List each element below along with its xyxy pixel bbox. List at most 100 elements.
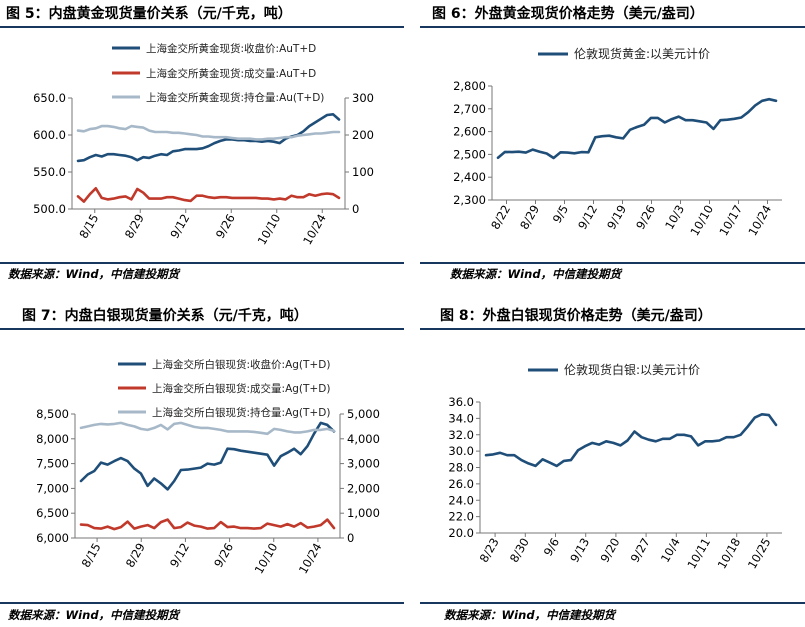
y-right-tick-label: 200 — [352, 128, 374, 142]
x-tick-label: 9/27 — [628, 536, 653, 565]
chart-svg-silver-london: 20.0 22.0 24.0 26.0 28.0 30.0 32.0 34.0 36.0 8/23… — [448, 362, 782, 572]
y-right-tick-label: 3,000 — [347, 457, 380, 471]
series-line — [76, 124, 341, 141]
x-tick-label: 9/13 — [567, 536, 592, 565]
y-right-tick-label: 1,000 — [347, 506, 380, 520]
y-tick-label: 22.0 — [448, 510, 474, 524]
y-tick-label: 6,000 — [36, 531, 69, 545]
x-tick-label: 9/12 — [167, 541, 192, 570]
chart-title: 图 7：内盘白银现货量价关系（元/千克，吨） — [0, 304, 404, 330]
x-tick-label: 9/19 — [604, 203, 629, 232]
x-tick-label: 8/30 — [507, 536, 532, 565]
x-tick-label: 10/11 — [684, 536, 713, 572]
chart-bottom-rule — [420, 602, 805, 604]
y-tick-label: 650.0 — [33, 91, 66, 105]
chart-title: 图 8：外盘白银现货价格走势（美元/盎司） — [420, 304, 805, 330]
x-tick-label: 10/3 — [662, 203, 687, 232]
x-tick-label: 10/10 — [255, 212, 284, 248]
x-tick-label: 9/5 — [550, 203, 571, 226]
chart-svg-gold-domestic: 500.0 550.0 600.0 650.0 0 100 200 300 8/15 8/29 9/… — [33, 42, 374, 248]
x-tick-label: 10/25 — [745, 536, 774, 572]
y-tick-label: 2,400 — [453, 170, 486, 184]
y-tick-label: 28.0 — [448, 461, 474, 475]
y-tick-label: 7,000 — [36, 481, 69, 495]
legend-label: 上海金交所黄金现货:成交量:AuT+D — [146, 67, 316, 80]
x-tick-label: 9/20 — [597, 536, 622, 565]
y-tick-label: 34.0 — [448, 411, 474, 425]
source-note: 数据来源：Wind，中信建投期货 — [8, 608, 180, 622]
series-line — [496, 97, 778, 160]
series-line — [484, 413, 778, 468]
x-tick-label: 8/15 — [79, 541, 104, 570]
x-tick-label: 8/29 — [517, 203, 542, 232]
chart-panel-gold-domestic: 图 5：内盘黄金现货量价关系（元/千克，吨） 500.0 550.0 600.0 65… — [0, 0, 404, 290]
chart-bottom-rule — [420, 262, 805, 264]
y-tick-label: 20.0 — [448, 526, 474, 540]
y-tick-label: 500.0 — [33, 202, 66, 216]
legend-label: 伦敦现货白银:以美元计价 — [564, 362, 700, 377]
x-tick-label: 9/26 — [633, 203, 658, 232]
y-right-tick-label: 100 — [352, 165, 374, 179]
y-tick-label: 8,500 — [36, 407, 69, 421]
legend-label: 上海金交所黄金现货:持仓量:Au(T+D) — [146, 91, 324, 104]
y-tick-label: 550.0 — [33, 165, 66, 179]
legend-label: 上海金交所黄金现货:收盘价:AuT+D — [146, 42, 316, 55]
legend-label: 伦敦现货黄金:以美元计价 — [574, 46, 710, 61]
legend-label: 上海金交所白银现货:收盘价:Ag(T+D) — [152, 358, 330, 371]
chart-panel-silver-domestic: 图 7：内盘白银现货量价关系（元/千克，吨） 6,000 6,500 7,000 7,… — [0, 302, 404, 627]
x-tick-label: 9/12 — [575, 203, 600, 232]
y-tick-label: 2,700 — [453, 102, 486, 116]
source-note: 数据来源：Wind，中信建投期货 — [8, 267, 180, 281]
source-note: 数据来源：Wind，中信建投期货 — [444, 608, 616, 622]
x-tick-label: 9/26 — [211, 541, 236, 570]
y-tick-label: 30.0 — [448, 444, 474, 458]
y-tick-label: 2,500 — [453, 147, 486, 161]
chart-bottom-rule — [0, 262, 404, 264]
x-tick-label: 8/23 — [477, 536, 502, 565]
chart-title: 图 6：外盘黄金现货价格走势（美元/盎司） — [420, 2, 805, 28]
y-tick-label: 2,300 — [453, 193, 486, 207]
y-right-tick-label: 300 — [352, 91, 374, 105]
x-tick-label: 8/29 — [122, 212, 147, 241]
chart-title: 图 5：内盘黄金现货量价关系（元/千克，吨） — [0, 2, 404, 28]
x-tick-label: 10/24 — [296, 541, 325, 577]
chart-svg-gold-london: 2,300 2,400 2,500 2,600 2,700 2,800 8/22 8/29 9/… — [453, 46, 782, 239]
y-right-tick-label: 5,000 — [347, 407, 380, 421]
legend-label: 上海金交所白银现货:成交量:Ag(T+D) — [152, 382, 330, 395]
legend-label: 上海金交所白银现货:持仓量:Ag(T+D) — [152, 406, 330, 419]
x-tick-label: 10/10 — [252, 541, 281, 577]
series-line — [76, 187, 341, 203]
source-note: 数据来源：Wind，中信建投期货 — [450, 267, 622, 281]
chart-panel-gold-london: 图 6：外盘黄金现货价格走势（美元/盎司） 2,300 2,400 2,500 2,6… — [420, 0, 805, 290]
x-tick-label: 9/12 — [167, 212, 192, 241]
y-tick-label: 36.0 — [448, 395, 474, 409]
series-line — [79, 518, 336, 531]
x-tick-label: 10/10 — [687, 203, 716, 239]
y-right-tick-label: 0 — [347, 531, 354, 545]
y-tick-label: 24.0 — [448, 493, 474, 507]
x-tick-label: 8/22 — [488, 203, 513, 232]
chart-svg-silver-domestic: 6,000 6,500 7,000 7,500 8,000 8,500 0 1,000 2,00… — [36, 358, 380, 577]
x-tick-label: 10/24 — [745, 203, 774, 239]
y-tick-label: 26.0 — [448, 477, 474, 491]
y-tick-label: 32.0 — [448, 428, 474, 442]
y-right-tick-label: 4,000 — [347, 432, 380, 446]
series-line — [79, 421, 336, 436]
x-tick-label: 10/17 — [716, 203, 745, 239]
y-tick-label: 6,500 — [36, 506, 69, 520]
x-tick-label: 10/18 — [715, 536, 744, 572]
chart-panel-silver-london: 图 8：外盘白银现货价格走势（美元/盎司） 20.0 22.0 24.0 26.0 28… — [420, 302, 805, 627]
x-tick-label: 10/24 — [300, 212, 329, 248]
y-tick-label: 8,000 — [36, 432, 69, 446]
y-tick-label: 2,800 — [453, 79, 486, 93]
y-right-tick-label: 0 — [352, 202, 359, 216]
x-tick-label: 8/29 — [123, 541, 148, 570]
series-line — [79, 421, 336, 491]
x-tick-label: 10/4 — [658, 536, 683, 565]
x-tick-label: 9/6 — [541, 536, 562, 559]
y-tick-label: 2,600 — [453, 125, 486, 139]
x-tick-label: 9/26 — [213, 212, 238, 241]
chart-bottom-rule — [0, 602, 404, 604]
x-tick-label: 8/15 — [76, 212, 101, 241]
y-right-tick-label: 2,000 — [347, 481, 380, 495]
